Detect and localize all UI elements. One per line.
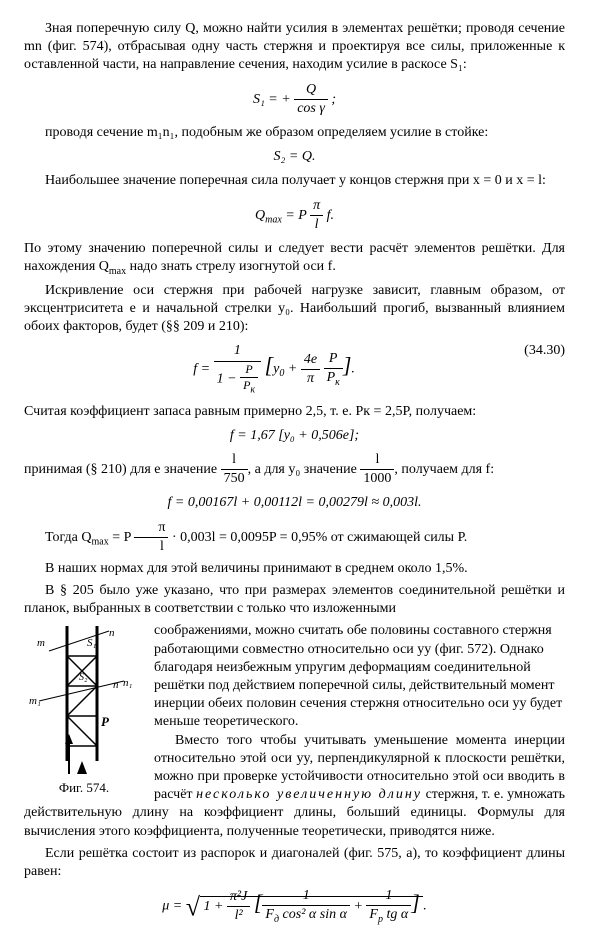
svg-text:P: P <box>101 714 110 729</box>
para-4: По этому значению поперечной силы и след… <box>24 240 565 278</box>
svg-text:S₂: S₂ <box>79 672 88 683</box>
equation-4: (34.30) f = 11 − PPк [y0 + 4eπ PPк]. <box>24 342 565 396</box>
para-2: проводя сечение m₁n₁, подобным же образо… <box>24 124 565 142</box>
para-6: Считая коэффициент запаса равным примерн… <box>24 403 565 421</box>
para-3: Наибольшее значение поперечная сила полу… <box>24 172 565 190</box>
equation-3: Qmax = P πl f. <box>24 197 565 234</box>
para-1: Зная поперечную силу Q, можно найти усил… <box>24 20 565 75</box>
figure-574: m n m₁ n S₁ S₂ P n₁ Фиг. 574. <box>24 626 144 797</box>
figure-caption: Фиг. 574. <box>59 780 109 795</box>
svg-text:S₁: S₁ <box>87 637 97 649</box>
para-7: принимая (§ 210) для e значение l750, а … <box>24 451 565 488</box>
svg-text:m₁: m₁ <box>29 695 41 707</box>
para-10a: В § 205 было уже указано, что при размер… <box>24 582 565 618</box>
equation-2: S₂ = Q. <box>24 148 565 166</box>
figure-574-svg: m n m₁ n S₁ S₂ P n₁ <box>29 626 139 776</box>
para-5: Искривление оси стержня при рабочей нагр… <box>24 282 565 337</box>
equation-1: S₁ = + Qcos γ ; <box>24 81 565 118</box>
para-9: В наших нормах для этой величины принима… <box>24 560 565 578</box>
equation-5: f = 1,67 [y₀ + 0,506e]; <box>24 427 565 445</box>
svg-text:n: n <box>109 627 115 639</box>
para-10b: соображениями, можно считать обе половин… <box>154 623 562 729</box>
equation-6: f = 0,00167l + 0,00112l = 0,00279l ≈ 0,0… <box>24 494 565 512</box>
svg-text:n₁: n₁ <box>123 677 133 689</box>
svg-text:m: m <box>37 637 45 649</box>
svg-text:n: n <box>113 679 119 691</box>
figure-text-wrap: m n m₁ n S₁ S₂ P n₁ Фиг. 574. соображени… <box>24 622 565 844</box>
para-12: Если решётка состоит из распорок и диаго… <box>24 845 565 881</box>
para-8: Тогда Qmax = P πl · 0,003l = 0,0095P = 0… <box>24 519 565 556</box>
equation-7: μ = √ 1 + π²Jl² [1Fд cos² α sin α + 1Fр … <box>24 887 565 926</box>
